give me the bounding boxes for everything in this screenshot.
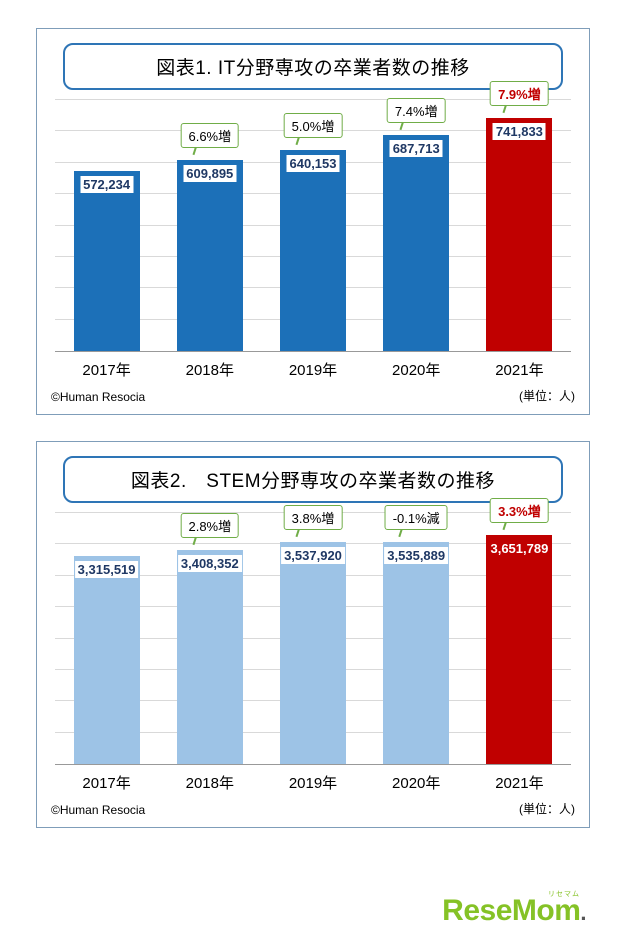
bar-value-label: 572,234 (80, 176, 134, 194)
x-axis-label: 2017年 (82, 362, 131, 379)
chart1-footer: ©Human Resocia (単位：人) (49, 382, 577, 406)
bar-2018年: 3,408,352 (176, 550, 243, 764)
resemom-logo-kana: リセマム (548, 891, 580, 898)
x-axis-label: 2018年 (185, 775, 234, 792)
chart2-plot: 3,315,519 3,408,352 2.8%増 3,537,920 3.8%増 3,5… (55, 497, 571, 765)
bar-value-label: 741,833 (492, 123, 546, 141)
bar-value-label: 3,535,889 (384, 547, 449, 565)
chart-column: 3,537,920 3.8%増 (261, 505, 364, 764)
chart2-unit-label: (単位：人) (519, 802, 575, 816)
x-axis-label: 2021年 (495, 362, 544, 379)
resemom-logo-dot: . (580, 900, 586, 925)
bar-value-label: 3,315,519 (74, 560, 139, 578)
chart2-bars: 3,315,519 3,408,352 2.8%増 3,537,920 3.8%増 3,5… (55, 497, 571, 764)
bar-2021年: 741,833 (486, 118, 553, 351)
chart-column: 687,713 7.4%増 (365, 98, 468, 351)
bar-2018年: 609,895 (176, 159, 243, 351)
bar-2021年: 3,651,789 (486, 534, 553, 764)
resemom-logo: リセマム ReseMom. (442, 891, 586, 928)
bar-2019年: 3,537,920 (279, 542, 347, 764)
chart1-panel: 図表1. IT分野専攻の卒業者数の推移 572,234 609,895 6.6%増 6… (36, 28, 590, 415)
chart1-x-axis-labels: 2017年 2018年 2019年 2020年 2021年 (55, 359, 571, 380)
bar-value-label: 640,153 (286, 155, 340, 173)
chart1-title: 図表1. IT分野専攻の卒業者数の推移 (63, 43, 563, 90)
bar-2019年: 640,153 (279, 150, 347, 351)
bar-value-label: 3,537,920 (281, 547, 345, 564)
gridline (55, 99, 571, 100)
bar-2017年: 3,315,519 (73, 555, 140, 764)
chart2-copyright: ©Human Resocia (51, 803, 146, 817)
x-axis-label: 2017年 (82, 775, 131, 792)
resemom-logo-text: ReseMom (442, 894, 581, 927)
chart-column: 3,651,789 3.3%増 (468, 497, 571, 764)
chart1-copyright: ©Human Resocia (51, 390, 146, 404)
chart2-title: 図表2. STEM分野専攻の卒業者数の推移 (63, 456, 563, 503)
x-axis-label: 2020年 (392, 775, 441, 792)
pct-change-callout: 3.8%増 (283, 505, 343, 530)
pct-change-callout: 3.3%増 (490, 497, 549, 523)
chart1-plot: 572,234 609,895 6.6%増 640,153 5.0%増 687,713 7.… (55, 81, 571, 352)
pct-change-callout: 7.4%増 (386, 98, 446, 124)
chart2-x-axis-labels: 2017年 2018年 2019年 2020年 2021年 (55, 772, 571, 793)
chart1-unit-label: (単位：人) (519, 389, 575, 403)
chart-column: 640,153 5.0%増 (261, 100, 364, 351)
bar-value-label: 609,895 (183, 164, 237, 182)
bar-value-label: 3,651,789 (490, 540, 549, 556)
pct-change-callout: 2.8%増 (180, 513, 240, 539)
chart-column: 3,315,519 (55, 513, 158, 764)
chart-column: 3,535,889 -0.1%減 (365, 505, 468, 764)
chart-column: 609,895 6.6%増 (158, 100, 261, 351)
pct-change-callout: 6.6%増 (180, 122, 240, 148)
chart2-panel: 図表2. STEM分野専攻の卒業者数の推移 3,315,519 3,408,352… (36, 441, 590, 828)
pct-change-callout: 5.0%増 (283, 113, 343, 139)
bar-2017年: 572,234 (73, 171, 140, 351)
bar-value-label: 687,713 (389, 140, 443, 158)
x-axis-label: 2020年 (392, 362, 441, 379)
footer-area: リセマム ReseMom. (36, 854, 590, 928)
chart-column: 572,234 (55, 100, 158, 351)
bar-2020年: 687,713 (383, 135, 450, 351)
x-axis-label: 2021年 (495, 775, 544, 792)
x-axis-label: 2019年 (288, 775, 338, 792)
bar-value-label: 3,408,352 (177, 555, 242, 573)
bar-2020年: 3,535,889 (383, 542, 450, 764)
chart2-footer: ©Human Resocia (単位：人) (49, 795, 577, 819)
x-axis-label: 2018年 (185, 362, 234, 379)
chart-column: 741,833 7.9%増 (468, 81, 571, 351)
pct-change-callout: -0.1%減 (384, 505, 448, 531)
x-axis-label: 2019年 (288, 362, 338, 379)
chart-column: 3,408,352 2.8%増 (158, 513, 261, 764)
chart1-bars: 572,234 609,895 6.6%増 640,153 5.0%増 687,713 7.… (55, 81, 571, 351)
pct-change-callout: 7.9%増 (490, 81, 549, 107)
